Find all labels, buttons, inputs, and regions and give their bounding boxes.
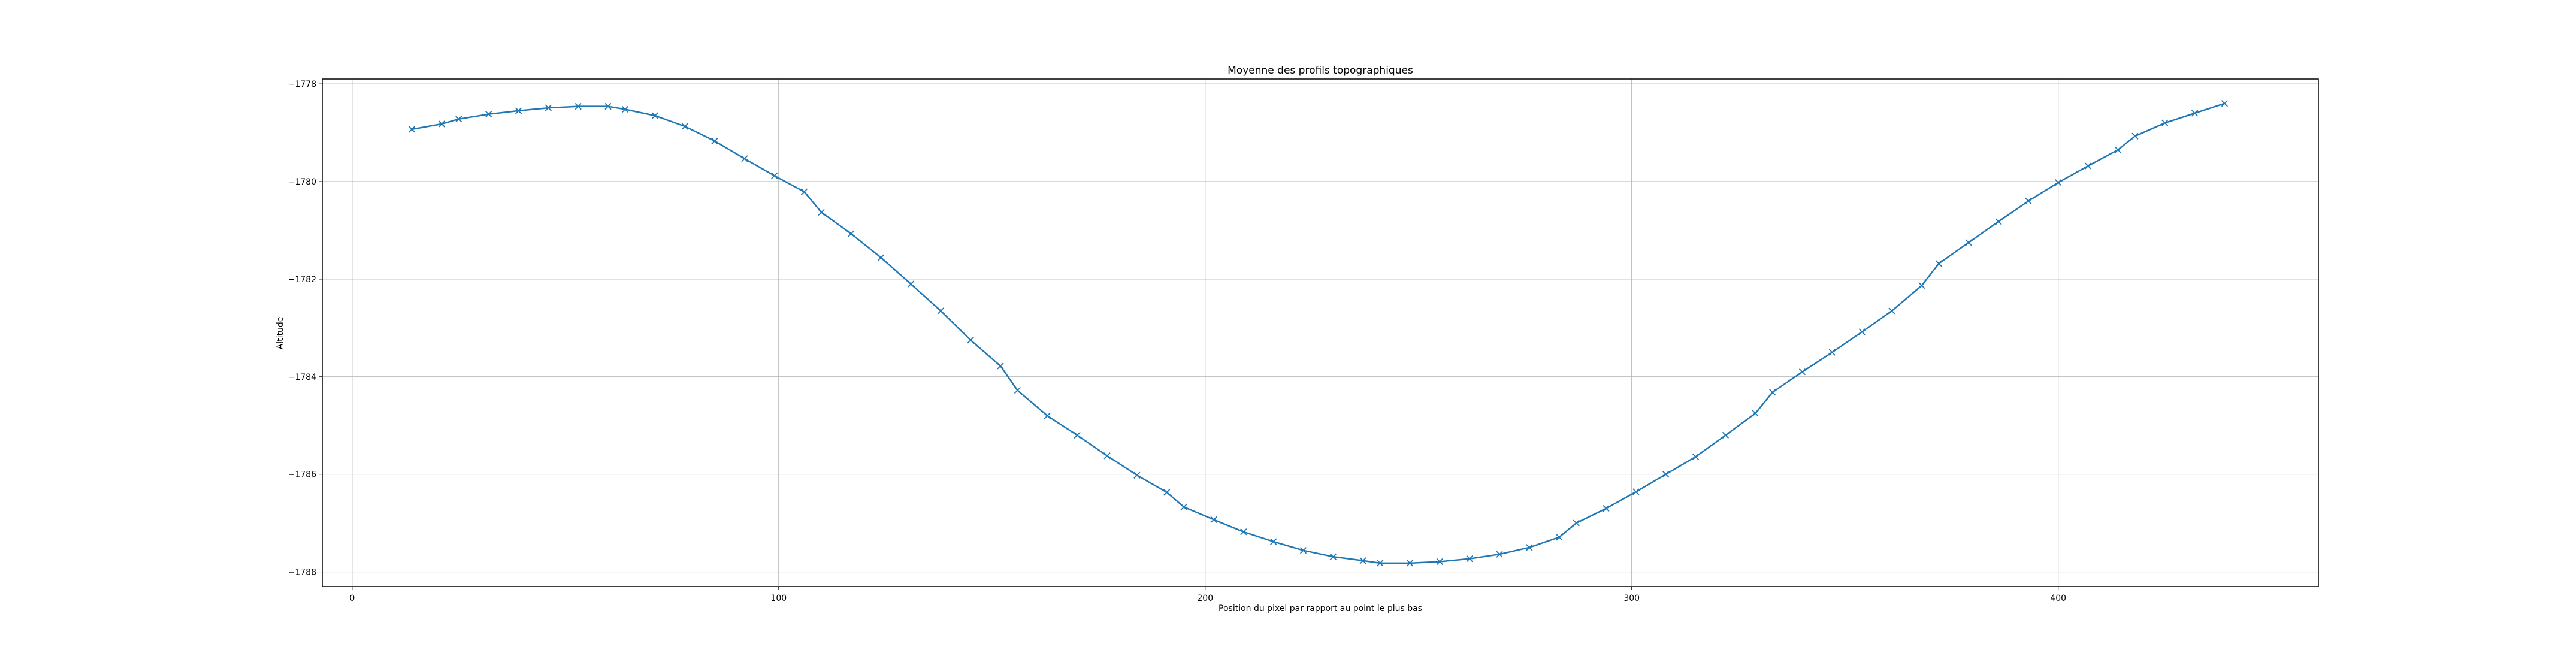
data-point-marker bbox=[651, 112, 658, 119]
data-point-marker bbox=[967, 337, 974, 344]
data-point-marker bbox=[1722, 431, 1730, 439]
data-point-marker bbox=[1436, 558, 1443, 566]
data-point-marker bbox=[2161, 119, 2169, 126]
data-series bbox=[408, 100, 2229, 567]
data-point-marker bbox=[848, 230, 855, 237]
y-tick-label: −1778 bbox=[288, 80, 316, 89]
series-line bbox=[412, 102, 2225, 564]
data-point-marker bbox=[1359, 557, 1366, 564]
data-point-marker bbox=[741, 155, 748, 162]
data-point-marker bbox=[2025, 197, 2032, 205]
data-point-marker bbox=[455, 116, 462, 123]
y-tick-label: −1784 bbox=[288, 373, 316, 382]
plot-area-background bbox=[322, 79, 2318, 587]
data-point-marker bbox=[1074, 431, 1081, 439]
data-point-marker bbox=[1556, 534, 1563, 541]
x-tick-label: 400 bbox=[2050, 594, 2066, 603]
data-point-marker bbox=[800, 188, 808, 195]
x-tick-label: 300 bbox=[1623, 594, 1640, 603]
x-axis-label: Position du pixel par rapport au point l… bbox=[1219, 604, 1422, 613]
data-point-marker bbox=[1163, 489, 1171, 496]
data-point-marker bbox=[1828, 349, 1836, 356]
data-point-marker bbox=[1798, 368, 1806, 376]
plot-frame bbox=[322, 78, 2319, 587]
y-tick-label: −1782 bbox=[288, 275, 316, 285]
data-point-marker bbox=[1526, 544, 1533, 551]
data-point-marker bbox=[1858, 328, 1866, 335]
data-point-marker bbox=[2191, 110, 2199, 117]
data-point-marker bbox=[438, 120, 445, 128]
grid-lines bbox=[322, 79, 2318, 587]
data-point-marker bbox=[1603, 505, 1610, 512]
y-tick-label: −1788 bbox=[288, 568, 316, 578]
data-point-marker bbox=[711, 137, 718, 145]
data-point-marker bbox=[997, 362, 1004, 370]
data-point-marker bbox=[2131, 132, 2139, 140]
data-point-marker bbox=[408, 126, 416, 133]
x-tick-label: 200 bbox=[1197, 594, 1213, 603]
data-point-marker bbox=[2055, 179, 2062, 186]
data-point-marker bbox=[1044, 412, 1051, 419]
x-tick-label: 0 bbox=[349, 594, 355, 603]
y-tick-label: −1786 bbox=[288, 470, 316, 480]
data-point-marker bbox=[1573, 519, 1580, 527]
data-point-marker bbox=[771, 172, 778, 179]
data-point-marker bbox=[1662, 471, 1670, 478]
data-point-marker bbox=[485, 111, 492, 118]
data-point-marker bbox=[1888, 307, 1895, 315]
data-point-marker bbox=[1995, 218, 2002, 225]
data-point-marker bbox=[1406, 560, 1414, 567]
data-point-marker bbox=[1496, 551, 1503, 558]
data-point-marker bbox=[1299, 547, 1307, 554]
data-point-marker bbox=[1935, 260, 1942, 267]
data-point-marker bbox=[515, 107, 522, 114]
data-point-marker bbox=[1133, 471, 1141, 479]
data-point-marker bbox=[1240, 528, 1247, 536]
data-point-marker bbox=[1965, 239, 1972, 246]
chart-title: Moyenne des profils topographiques bbox=[1227, 65, 1413, 77]
data-point-marker bbox=[878, 254, 885, 261]
data-point-marker bbox=[818, 208, 825, 216]
data-point-marker bbox=[604, 102, 612, 110]
y-axis-label: Altitude bbox=[276, 317, 285, 350]
y-tick-label: −1780 bbox=[288, 177, 316, 187]
data-point-marker bbox=[1692, 453, 1700, 460]
data-point-marker bbox=[1769, 389, 1776, 396]
data-point-marker bbox=[907, 280, 915, 288]
axis-ticks bbox=[319, 83, 2059, 590]
data-point-marker bbox=[1103, 452, 1111, 460]
data-point-marker bbox=[621, 105, 629, 113]
data-point-marker bbox=[1014, 386, 1021, 394]
data-point-marker bbox=[1377, 560, 1384, 567]
data-point-marker bbox=[1918, 282, 1925, 289]
data-point-marker bbox=[575, 102, 582, 110]
data-point-marker bbox=[1466, 555, 1473, 563]
data-point-marker bbox=[2114, 146, 2122, 153]
data-point-marker bbox=[1270, 538, 1277, 545]
data-point-marker bbox=[1329, 553, 1337, 560]
data-point-marker bbox=[545, 104, 552, 111]
data-point-marker bbox=[1210, 516, 1217, 524]
data-point-marker bbox=[937, 307, 944, 315]
data-point-marker bbox=[2221, 100, 2229, 107]
data-point-marker bbox=[1180, 503, 1187, 510]
data-point-marker bbox=[2084, 162, 2092, 170]
data-point-marker bbox=[1632, 488, 1640, 495]
data-point-marker bbox=[681, 123, 688, 130]
data-point-marker bbox=[1752, 410, 1759, 417]
x-tick-label: 100 bbox=[770, 594, 787, 603]
